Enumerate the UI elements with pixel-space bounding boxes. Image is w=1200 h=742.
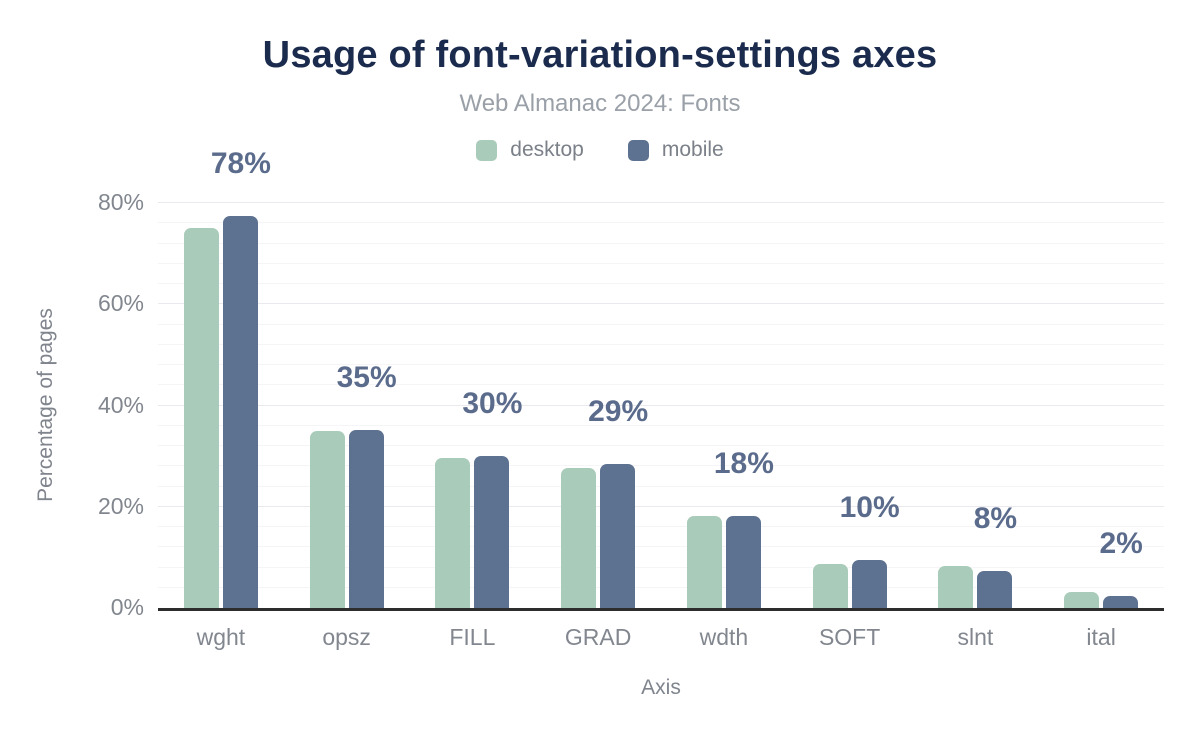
bar-mobile-FILL bbox=[474, 456, 510, 608]
bar-desktop-GRAD bbox=[561, 468, 597, 608]
bar-mobile-opsz bbox=[348, 430, 384, 608]
x-tick-label-opsz: opsz bbox=[322, 624, 371, 650]
x-tick-label-wdth: wdth bbox=[699, 624, 749, 650]
y-tick-label: 80% bbox=[97, 189, 144, 215]
bar-group-slnt: 8% slnt bbox=[913, 203, 1039, 650]
chart-subtitle: Web Almanac 2024: Fonts bbox=[459, 90, 741, 117]
minor-gridline bbox=[158, 526, 1164, 527]
x-tick-label-GRAD: GRAD bbox=[564, 624, 632, 650]
minor-gridline bbox=[158, 485, 1164, 487]
bar-desktop-opsz bbox=[309, 431, 345, 608]
minor-gridline bbox=[158, 384, 1164, 386]
bar-value-label: 30% bbox=[462, 387, 523, 420]
legend-item-mobile: mobile bbox=[627, 138, 724, 162]
legend-swatch-desktop bbox=[476, 139, 498, 161]
y-axis-title: Percentage of pages bbox=[34, 308, 57, 502]
x-axis-title: Axis bbox=[641, 676, 681, 699]
x-tick-label-FILL: FILL bbox=[449, 624, 496, 650]
bar-group-wght: 78% wght bbox=[158, 149, 284, 650]
bar-value-label: 29% bbox=[588, 395, 649, 428]
major-gridline bbox=[158, 404, 1164, 406]
bar-desktop-slnt bbox=[938, 566, 974, 608]
bar-mobile-slnt bbox=[977, 571, 1013, 608]
bar-desktop-ital bbox=[1064, 592, 1100, 608]
minor-gridline bbox=[158, 242, 1164, 244]
bar-group-GRAD: 29% GRAD bbox=[535, 203, 661, 650]
bar-value-label: 35% bbox=[336, 361, 397, 394]
bar-value-label: 78% bbox=[210, 147, 271, 180]
bar-mobile-ital bbox=[1103, 596, 1139, 608]
legend-item-desktop: desktop bbox=[476, 138, 584, 162]
minor-gridline bbox=[158, 546, 1164, 548]
bar-mobile-GRAD bbox=[600, 464, 636, 608]
y-tick-label: 20% bbox=[97, 492, 144, 519]
bar-desktop-SOFT bbox=[812, 564, 848, 608]
major-gridline bbox=[158, 505, 1164, 507]
bar-group-wdth: 18% wdth bbox=[661, 203, 787, 650]
minor-gridline bbox=[158, 566, 1164, 568]
minor-gridline bbox=[158, 586, 1164, 588]
minor-gridline bbox=[158, 364, 1164, 365]
minor-gridline bbox=[158, 222, 1164, 224]
bar-value-label: 18% bbox=[713, 447, 774, 480]
bar-mobile-wght bbox=[222, 216, 258, 608]
legend: desktop mobile bbox=[0, 138, 1200, 162]
x-tick-label-slnt: slnt bbox=[957, 624, 994, 650]
bar-desktop-wdth bbox=[686, 516, 722, 608]
legend-label: desktop bbox=[510, 138, 584, 161]
bar-value-label: 2% bbox=[1099, 527, 1143, 560]
minor-gridline bbox=[158, 262, 1164, 264]
y-tick-label: 40% bbox=[97, 391, 144, 418]
bar-desktop-wght bbox=[183, 228, 219, 608]
legend-swatch-mobile bbox=[627, 139, 649, 161]
bar-group-FILL: 30% FILL bbox=[410, 203, 536, 650]
legend-label: mobile bbox=[661, 138, 724, 161]
minor-gridline bbox=[158, 283, 1164, 284]
bar-desktop-FILL bbox=[435, 458, 471, 608]
bar-group-SOFT: 10% SOFT bbox=[787, 203, 913, 650]
major-gridline bbox=[158, 202, 1164, 203]
x-tick-label-SOFT: SOFT bbox=[818, 624, 881, 650]
bar-value-label: 10% bbox=[839, 491, 900, 524]
minor-gridline bbox=[158, 424, 1164, 426]
major-gridline bbox=[158, 303, 1164, 305]
plot-area: 0% 20% 40% 60% 80% 78% wght 35% opsz 30% FILL 29% GR… bbox=[98, 149, 1164, 650]
bar-group-ital: 2% ital bbox=[1038, 203, 1164, 650]
minor-gridline bbox=[158, 445, 1164, 446]
x-tick-label-wght: wght bbox=[196, 624, 246, 650]
bar-mobile-wdth bbox=[725, 516, 761, 608]
minor-gridline bbox=[158, 465, 1164, 467]
bar-value-label: 8% bbox=[973, 502, 1018, 535]
x-tick-label-ital: ital bbox=[1086, 624, 1116, 650]
chart-title: Usage of font-variation-settings axes bbox=[262, 34, 938, 76]
minor-gridline bbox=[158, 323, 1164, 325]
y-tick-label: 60% bbox=[97, 290, 144, 317]
bar-group-opsz: 35% opsz bbox=[284, 203, 410, 650]
minor-gridline bbox=[158, 343, 1164, 345]
y-tick-label: 0% bbox=[110, 594, 144, 620]
bar-mobile-SOFT bbox=[851, 560, 887, 608]
